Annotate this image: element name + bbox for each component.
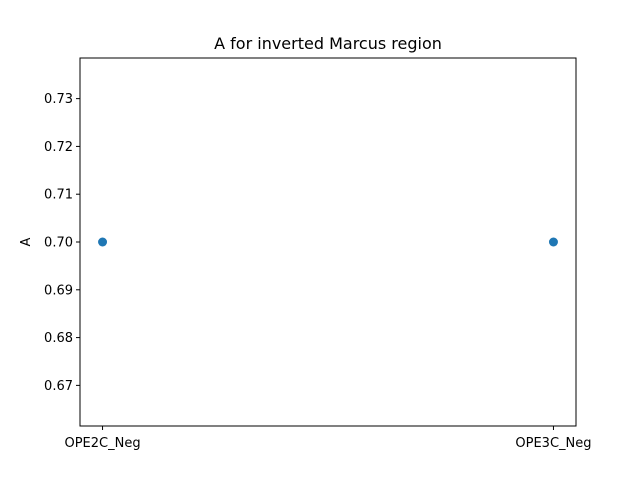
y-axis-label: A <box>19 237 34 246</box>
x-axis-ticks: OPE2C_Neg OPE3C_Neg <box>64 426 592 451</box>
y-axis-ticks: 0.67 0.68 0.69 0.70 0.71 0.72 0.73 <box>44 92 80 394</box>
plot-frame <box>79 57 577 427</box>
y-tick-label: 0.70 <box>44 236 73 251</box>
chart-title: A for inverted Marcus region <box>214 34 442 53</box>
y-tick-label: 0.69 <box>44 283 73 298</box>
y-tick-label: 0.68 <box>44 331 73 346</box>
x-tick-label: OPE2C_Neg <box>64 436 140 451</box>
y-tick-label: 0.72 <box>44 140 73 155</box>
x-tick-label: OPE3C_Neg <box>515 436 591 451</box>
data-point-ope3c-neg <box>548 237 558 247</box>
y-tick-label: 0.71 <box>44 188 73 203</box>
y-tick-label: 0.73 <box>44 92 73 107</box>
data-point-ope2c-neg <box>98 237 108 247</box>
data-points <box>98 237 558 247</box>
y-tick-label: 0.67 <box>44 379 73 394</box>
